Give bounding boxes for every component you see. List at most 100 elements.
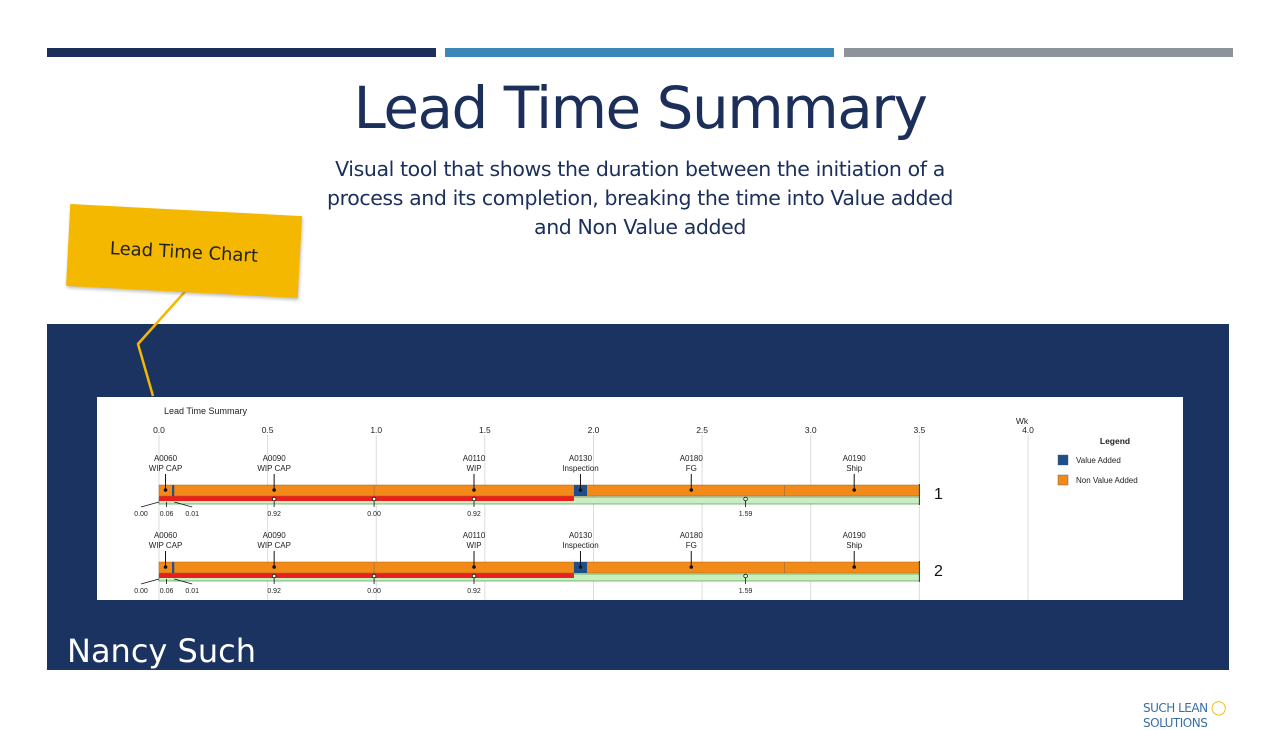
legend-label: Value Added [1076, 456, 1121, 465]
operation-code: A0130 [569, 454, 593, 463]
duration-label: 0.92 [467, 588, 481, 595]
operation-name: WIP CAP [149, 464, 183, 473]
presenter-name: Nancy Such [67, 632, 256, 670]
operation-name: FG [686, 464, 697, 473]
header-bar-1 [47, 48, 436, 57]
operation-code: A0110 [463, 531, 486, 540]
operation-code: A0060 [154, 454, 178, 463]
duration-tick-head [271, 496, 277, 502]
lead-time-chart-svg: Lead Time Summary Wk 0.0 0.5 1.0 1.5 2.0 2.5 3.0… [134, 406, 1138, 600]
operation-name: WIP CAP [149, 541, 183, 550]
operation-pin-head [852, 565, 856, 569]
slide-subtitle: Visual tool that shows the duration betw… [327, 157, 953, 239]
header-bar-2 [445, 48, 834, 57]
x-tick-label: 3.0 [805, 425, 817, 435]
x-tick-label: 1.0 [370, 425, 382, 435]
legend-label: Non Value Added [1076, 476, 1138, 485]
duration-tick-head [743, 496, 748, 502]
operation-name: Inspection [562, 541, 598, 550]
operation-code: A0180 [680, 454, 704, 463]
operation-code: A0130 [569, 531, 593, 540]
duration-label: 0.06 [160, 511, 174, 518]
duration-leader [140, 578, 160, 585]
operation-pin-head [689, 488, 694, 492]
footer-brand-text-2: SOLUTIONS [1143, 716, 1208, 730]
duration-tick-head [471, 496, 477, 502]
chart-title: Lead Time Summary [164, 406, 248, 416]
x-tick-label: 4.0 [1022, 425, 1034, 435]
operation-pin-head [578, 565, 583, 569]
chart-panel: Lead Time Summary Wk 0.0 0.5 1.0 1.5 2.0 2.5 3.0… [47, 324, 1229, 670]
operation-code: A0090 [263, 531, 287, 540]
operation-name: WIP CAP [257, 541, 291, 550]
row-label: 1 [934, 486, 943, 503]
operation-pin-head [689, 565, 694, 569]
duration-label: 0.92 [267, 588, 281, 595]
duration-label: 0.92 [467, 511, 481, 518]
duration-label: 0.00 [134, 511, 148, 518]
x-tick-label: 0.5 [262, 425, 274, 435]
operation-name: Inspection [562, 464, 598, 473]
operation-name: FG [686, 541, 697, 550]
operation-name: Ship [846, 464, 863, 473]
x-tick-label: 0.0 [153, 425, 165, 435]
operation-name: WIP CAP [257, 464, 291, 473]
operation-code: A0110 [463, 454, 486, 463]
operation-pin-head [472, 488, 476, 492]
duration-label: 0.01 [185, 588, 199, 595]
callout-label: Lead Time Chart [109, 238, 259, 267]
duration-tick-head [271, 573, 277, 579]
operation-pin-head [852, 488, 856, 492]
duration-leader [174, 578, 193, 585]
duration-tick-head [471, 573, 477, 579]
operation-pin-head [578, 488, 583, 492]
duration-label: 1.59 [739, 588, 753, 595]
x-tick-label: 2.0 [588, 425, 600, 435]
operation-code: A0060 [154, 531, 178, 540]
red-track-bar [159, 573, 574, 578]
lead-time-chart: Lead Time Summary Wk 0.0 0.5 1.0 1.5 2.0 2.5 3.0… [97, 397, 1183, 600]
duration-label: 0.01 [185, 511, 199, 518]
slide-title: Lead Time Summary [353, 74, 928, 142]
operation-pin-head [163, 488, 168, 492]
duration-label: 0.06 [160, 588, 174, 595]
duration-tick-head [371, 573, 377, 579]
legend-swatch [1057, 454, 1069, 466]
operation-pin-head [472, 565, 476, 569]
lightbulb-icon: ◯ [1210, 700, 1227, 716]
x-tick-label: 3.5 [913, 425, 925, 435]
operation-name: WIP [466, 464, 481, 473]
callout-note: Lead Time Chart [66, 203, 302, 299]
duration-label: 0.00 [367, 588, 381, 595]
legend-title: Legend [1100, 436, 1130, 446]
x-tick-label: 1.5 [479, 425, 491, 435]
duration-label: 0.92 [267, 511, 281, 518]
operation-code: A0180 [680, 531, 704, 540]
duration-tick-head [371, 496, 377, 502]
operation-pin-head [272, 565, 276, 569]
operation-code: A0190 [843, 531, 867, 540]
red-track-bar [159, 496, 574, 501]
operation-pin-head [272, 488, 276, 492]
x-tick-label: 2.5 [696, 425, 708, 435]
duration-label: 0.00 [134, 588, 148, 595]
header-bar-3 [844, 48, 1233, 57]
legend-swatch [1057, 474, 1069, 486]
value-added-segment [172, 485, 175, 496]
duration-leader [140, 501, 160, 508]
operation-code: A0190 [843, 454, 867, 463]
duration-tick-head [743, 573, 748, 579]
operation-name: Ship [846, 541, 863, 550]
duration-leader [174, 501, 193, 508]
row-label: 2 [934, 563, 943, 580]
operation-code: A0090 [263, 454, 287, 463]
value-added-segment [172, 562, 175, 573]
footer-brand-text: SUCH LEAN [1143, 701, 1208, 715]
operation-pin-head [163, 565, 168, 569]
duration-label: 0.00 [367, 511, 381, 518]
axis-unit-label: Wk [1016, 416, 1029, 426]
duration-label: 1.59 [739, 511, 753, 518]
operation-name: WIP [466, 541, 481, 550]
footer-logo: SUCH LEAN ◯ SOLUTIONS [1143, 700, 1280, 730]
